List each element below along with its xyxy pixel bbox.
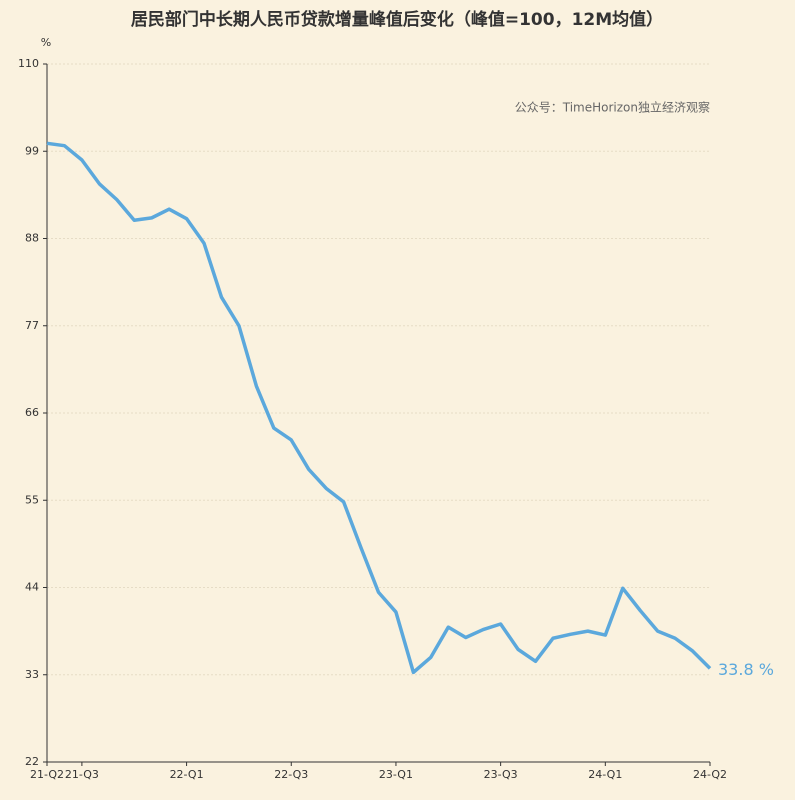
y-tick-label: 44 (25, 581, 39, 594)
value-label: 33.8 % (718, 660, 774, 679)
data-line (46, 141, 712, 675)
chart-title: 居民部门中长期人民币贷款增量峰值后变化（峰值=100，12M均值） (131, 9, 663, 30)
x-tick-label: 24-Q1 (588, 768, 622, 781)
y-tick-label: 88 (25, 232, 39, 245)
y-tick-label: 110 (18, 57, 39, 70)
x-tick-label: 21-Q3 (65, 768, 99, 781)
y-unit: % (41, 36, 51, 49)
x-tick-label: 24-Q2 (693, 768, 727, 781)
x-tick-label: 23-Q3 (484, 768, 518, 781)
y-tick-label: 33 (25, 668, 39, 681)
x-tick-label: 23-Q1 (379, 768, 413, 781)
x-tick-label: 21-Q2 (30, 768, 64, 781)
y-tick-label: 99 (25, 144, 39, 157)
y-tick-label: 55 (25, 493, 39, 506)
x-tick-label: 22-Q1 (170, 768, 204, 781)
y-tick-label: 22 (25, 755, 39, 768)
y-tick-label: 66 (25, 406, 39, 419)
annotation: 公众号：TimeHorizon独立经济观察 (515, 100, 710, 115)
x-tick-label: 22-Q3 (274, 768, 308, 781)
y-tick-label: 77 (25, 319, 39, 332)
